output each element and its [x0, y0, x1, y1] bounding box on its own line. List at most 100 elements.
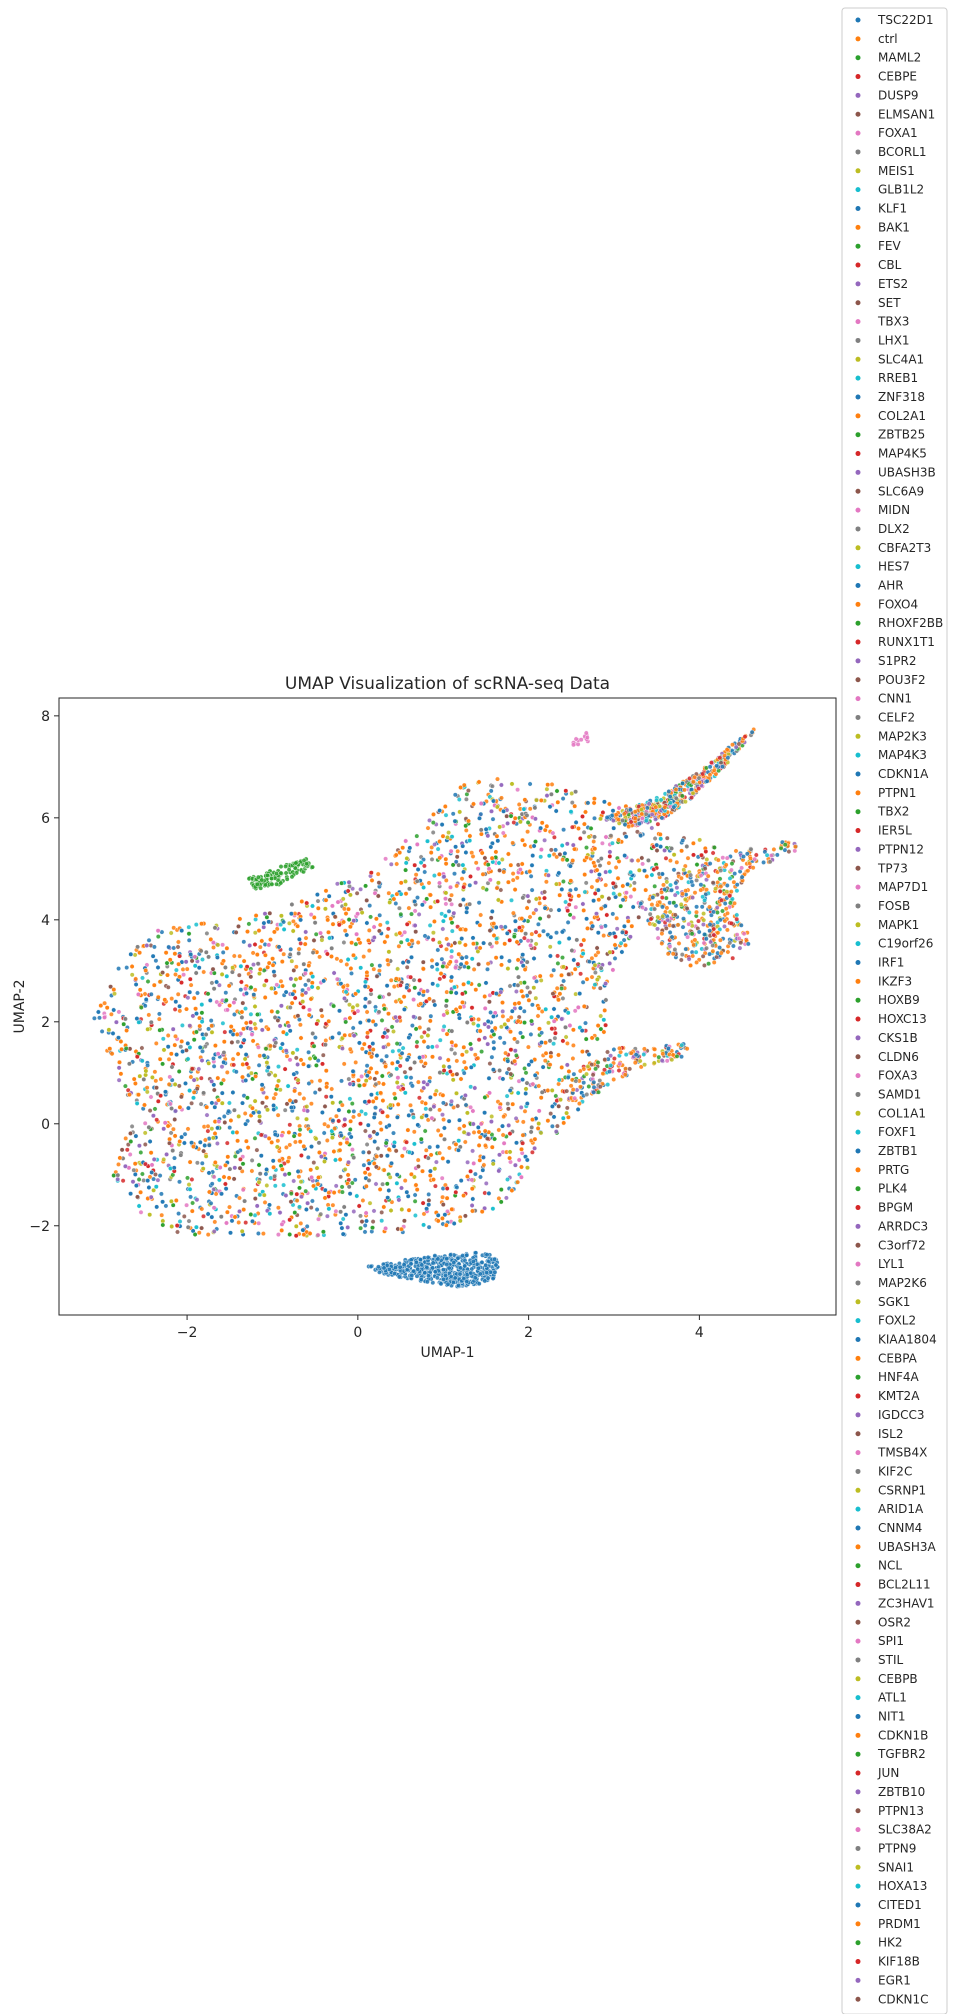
- scatter-point: [423, 1147, 429, 1153]
- scatter-point: [531, 956, 537, 961]
- scatter-point: [350, 1004, 356, 1010]
- scatter-point: [365, 1166, 371, 1172]
- scatter-point: [685, 855, 691, 861]
- scatter-point: [157, 1027, 163, 1033]
- scatter-point: [209, 980, 215, 986]
- scatter-point: [279, 1228, 285, 1233]
- scatter-point: [361, 1041, 367, 1047]
- scatter-point: [401, 1218, 407, 1224]
- scatter-point: [123, 1083, 128, 1089]
- scatter-point: [457, 809, 463, 815]
- scatter-point: [573, 820, 579, 825]
- scatter-point: [334, 956, 340, 962]
- scatter-point: [408, 1171, 414, 1177]
- scatter-point: [407, 1066, 413, 1072]
- scatter-point: [271, 969, 277, 975]
- scatter-point: [132, 952, 138, 958]
- scatter-point: [275, 1009, 280, 1015]
- scatter-point: [542, 895, 547, 901]
- scatter-point: [382, 939, 388, 945]
- scatter-point: [203, 1032, 209, 1037]
- scatter-point: [592, 815, 597, 821]
- scatter-point: [176, 1083, 182, 1089]
- scatter-point: [589, 974, 595, 980]
- scatter-point: [340, 896, 346, 902]
- scatter-point: [469, 1186, 475, 1192]
- scatter-point: [199, 1160, 205, 1166]
- scatter-point: [636, 867, 642, 873]
- scatter-point: [539, 847, 544, 852]
- scatter-point: [482, 1128, 488, 1134]
- scatter-point: [562, 851, 568, 856]
- scatter-point: [295, 1115, 300, 1121]
- scatter-point: [373, 1081, 379, 1087]
- scatter-point: [454, 1058, 460, 1064]
- scatter-point: [385, 926, 391, 932]
- scatter-point: [244, 964, 250, 970]
- scatter-point: [336, 1030, 342, 1036]
- scatter-point: [294, 1191, 300, 1197]
- scatter-point: [254, 1147, 260, 1153]
- scatter-point: [440, 1194, 445, 1200]
- scatter-point: [363, 1111, 368, 1117]
- scatter-point: [111, 1007, 117, 1013]
- scatter-point: [426, 1192, 432, 1197]
- scatter-point: [381, 1006, 387, 1012]
- scatter-point: [429, 958, 435, 963]
- scatter-point: [429, 964, 435, 970]
- scatter-point: [199, 1206, 205, 1212]
- scatter-point: [385, 1113, 390, 1119]
- scatter-point: [275, 1112, 281, 1118]
- scatter-point: [470, 935, 476, 941]
- scatter-point: [424, 896, 430, 902]
- scatter-point: [352, 1010, 357, 1016]
- scatter-point: [243, 1052, 249, 1058]
- scatter-point: [373, 916, 379, 922]
- scatter-point: [124, 1028, 130, 1033]
- scatter-point: [231, 953, 237, 959]
- scatter-point: [572, 966, 578, 972]
- scatter-point: [556, 870, 562, 876]
- scatter-point: [520, 994, 526, 999]
- scatter-point: [509, 1008, 515, 1014]
- scatter-point: [151, 982, 157, 988]
- scatter-point: [444, 1031, 450, 1037]
- scatter-point: [206, 1026, 212, 1032]
- scatter-point: [272, 1073, 278, 1078]
- scatter-point: [470, 1108, 476, 1114]
- scatter-point: [253, 1073, 259, 1079]
- scatter-point: [334, 881, 340, 887]
- scatter-point: [597, 985, 603, 991]
- scatter-point: [497, 868, 502, 873]
- scatter-point: [536, 921, 541, 927]
- scatter-point: [185, 1105, 191, 1111]
- scatter-point: [367, 903, 373, 908]
- scatter-point: [426, 1198, 432, 1203]
- scatter-point: [359, 1109, 364, 1114]
- scatter-point: [367, 1044, 372, 1050]
- scatter-point: [361, 1162, 367, 1168]
- scatter-point: [282, 1066, 288, 1072]
- scatter-point: [520, 837, 525, 843]
- scatter-point: [301, 1144, 307, 1149]
- scatter-point: [223, 1186, 229, 1192]
- scatter-point: [608, 833, 614, 839]
- scatter-point: [482, 1110, 487, 1116]
- scatter-point: [198, 1101, 204, 1107]
- scatter-point: [499, 954, 504, 960]
- scatter-point: [538, 798, 544, 803]
- scatter-point: [495, 776, 500, 782]
- scatter-point: [185, 1126, 191, 1132]
- scatter-point: [389, 1024, 395, 1030]
- scatter-point: [584, 976, 590, 982]
- scatter-point: [238, 987, 244, 993]
- scatter-point: [411, 1129, 417, 1135]
- scatter-point: [338, 1209, 343, 1215]
- scatter-point: [415, 1164, 421, 1169]
- scatter-point: [478, 1174, 483, 1180]
- scatter-point: [214, 1141, 220, 1146]
- scatter-point: [155, 1098, 161, 1104]
- scatter-point: [467, 838, 473, 843]
- scatter-point: [477, 1028, 483, 1034]
- scatter-point: [276, 1064, 281, 1070]
